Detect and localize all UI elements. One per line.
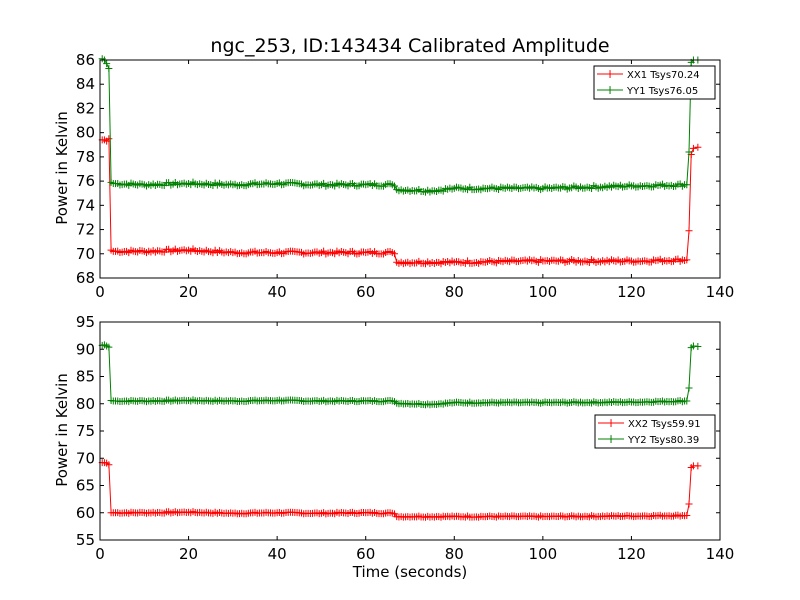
top-y-tick-label: 82 [76,99,95,117]
bottom-x-tick-label: 140 [706,545,735,563]
bottom-x-tick-label: 100 [529,545,558,563]
top-axis-ticks: 0 20 40 60 80 100 120 140 68 70 72 74 76 78 80 82 84 86 [76,51,734,301]
top-x-tick-label: 40 [268,283,287,301]
top-y-tick-label: 84 [76,75,95,93]
bottom-y-tick-label: 80 [76,395,95,413]
bottom-y-tick-label: 60 [76,504,95,522]
bottom-plot-series [98,341,702,521]
top-y-tick-label: 72 [76,221,95,239]
top-y-tick-label: 78 [76,148,95,166]
bottom-y-axis-label: Power in Kelvin [53,373,71,487]
bottom-series-1-point [689,342,697,350]
top-x-tick-label: 80 [445,283,464,301]
bottom-x-tick-label: 120 [617,545,646,563]
legend-label-yy1: YY1 Tsys76.05 [626,86,698,97]
top-y-tick-label: 86 [76,51,95,69]
bottom-y-tick-label: 65 [76,477,95,495]
top-x-tick-label: 0 [95,283,105,301]
top-y-tick-label: 70 [76,245,95,263]
bottom-series-0-point [685,500,693,508]
top-series-1-point [683,181,691,189]
bottom-y-tick-label: 75 [76,422,95,440]
bottom-x-tick-label: 0 [95,545,105,563]
top-panel: Power in Kelvin 0 20 40 60 80 100 120 140 68 70 72… [53,51,734,301]
bottom-y-tick-label: 55 [76,531,95,549]
top-series-0-point [105,135,113,143]
legend-marker-xx1: + [605,67,615,81]
bottom-series-1-point [683,397,691,405]
top-legend-box [593,65,716,100]
top-plot-frame [99,59,721,279]
bottom-series-0-point [105,461,113,469]
top-y-tick-label: 76 [76,172,95,190]
bottom-x-tick-label: 20 [179,545,198,563]
top-series-0-point [391,250,398,258]
bottom-x-tick-label: 60 [356,545,375,563]
top-series-1-point [685,148,693,156]
top-y-tick-label: 74 [76,196,95,214]
top-y-axis-label: Power in Kelvin [53,111,71,225]
top-x-tick-label: 60 [356,283,375,301]
top-x-tick-label: 120 [617,283,646,301]
top-y-tick-label: 80 [76,124,95,142]
bottom-series-1-point [105,343,113,351]
top-legend: + XX1 Tsys70.24 + YY1 Tsys76.05 [593,65,716,100]
legend-label-yy2: YY2 Tsys80.39 [627,435,699,446]
bottom-legend-box [594,414,716,449]
legend-label-xx1: XX1 Tsys70.24 [627,70,700,81]
bottom-series-0-point [694,462,702,470]
top-series-1-point [103,60,111,68]
bottom-y-tick-label: 85 [76,368,95,386]
top-series-0-point [683,256,691,264]
bottom-series-1-point [694,343,702,351]
bottom-x-tick-label: 80 [445,545,464,563]
bottom-series-0-point [683,511,691,519]
legend-marker-yy1: + [605,83,615,97]
top-x-tick-label: 20 [179,283,198,301]
bottom-series-1-point [685,384,693,392]
bottom-panel: Power in Kelvin Time (seconds) 0 20 40 60 80… [53,313,734,581]
top-x-tick-label: 100 [529,283,558,301]
legend-marker-xx2: + [606,416,616,430]
top-x-tick-label: 140 [706,283,735,301]
bottom-legend: + XX2 Tsys59.91 + YY2 Tsys80.39 [594,414,716,449]
top-plot-series [98,55,702,268]
top-series-0-point [694,143,702,151]
bottom-y-tick-label: 90 [76,340,95,358]
legend-label-xx2: XX2 Tsys59.91 [628,419,701,430]
legend-marker-yy2: + [606,432,616,446]
bottom-axis-ticks: 0 20 40 60 80 100 120 140 55 60 65 70 75 80 85 90 95 [76,313,734,563]
bottom-x-tick-label: 40 [268,545,287,563]
x-axis-label: Time (seconds) [352,563,468,581]
bottom-y-tick-label: 95 [76,313,95,331]
bottom-plot-frame [99,321,721,541]
top-series-1-point [105,64,113,72]
bottom-y-tick-label: 70 [76,449,95,467]
top-series-0-point [685,227,693,235]
top-series-1-point [391,182,398,190]
top-y-tick-label: 68 [76,269,95,287]
top-series-0-point [689,144,697,152]
chart-title: ngc_253, ID:143434 Calibrated Amplitude [210,35,609,57]
